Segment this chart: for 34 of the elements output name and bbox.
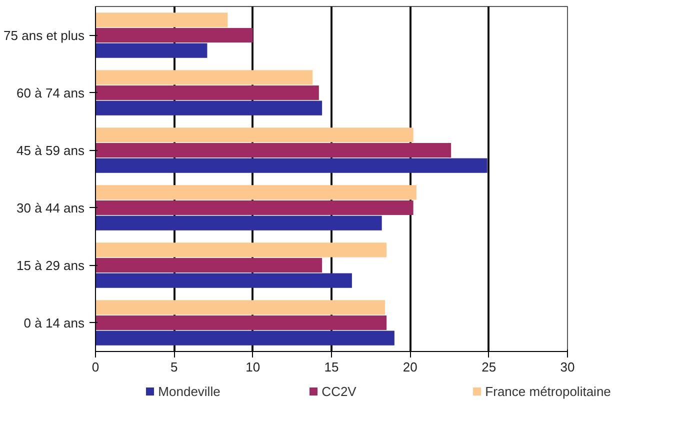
- y-tick-label: 30 à 44 ans: [16, 200, 85, 216]
- bar: [96, 216, 382, 230]
- bar: [96, 70, 313, 85]
- bar: [96, 158, 488, 173]
- y-tick-label: 45 à 59 ans: [16, 142, 85, 158]
- bar: [96, 200, 414, 216]
- bar: [96, 242, 387, 258]
- x-tick-label: 25: [482, 360, 496, 374]
- x-tick-label: 10: [246, 360, 260, 374]
- y-tick-label: 15 à 29 ans: [16, 258, 85, 273]
- legend-label: CC2V: [322, 384, 357, 399]
- x-tick-label: 0: [92, 360, 100, 374]
- x-tick-label: 15: [324, 360, 339, 374]
- legend-label: Mondeville: [158, 384, 220, 399]
- x-tick-label: 30: [560, 360, 575, 374]
- bar: [96, 315, 387, 330]
- bar: [96, 43, 208, 58]
- bar: [96, 300, 385, 315]
- x-tick-label: 5: [170, 360, 178, 374]
- bar: [96, 258, 322, 273]
- y-tick-label: 75 ans et plus: [4, 28, 85, 43]
- bar: [96, 100, 322, 116]
- bar: [96, 28, 253, 43]
- bar: [96, 85, 319, 100]
- x-tick-label: 20: [402, 360, 418, 374]
- bar: [96, 273, 352, 288]
- legend-label: France métropolitaine: [485, 384, 611, 399]
- y-tick-label: 0 à 14 ans: [24, 315, 85, 330]
- y-tick-label: 60 à 74 ans: [16, 85, 85, 100]
- bar: [96, 185, 416, 200]
- bar: [96, 128, 414, 142]
- bar: [96, 12, 228, 28]
- bar: [96, 142, 452, 158]
- bar: [96, 330, 394, 346]
